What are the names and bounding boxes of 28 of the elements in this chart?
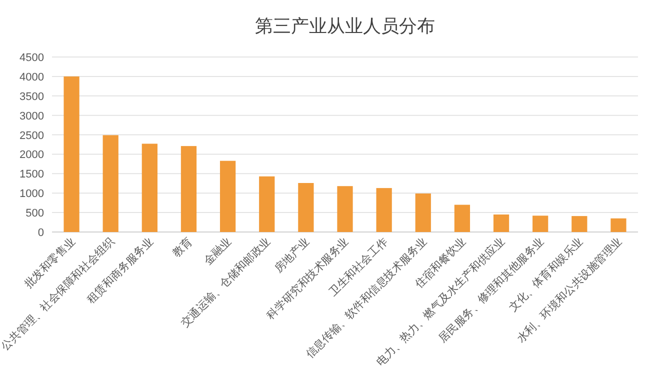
y-tick-label: 2000 <box>20 149 44 162</box>
y-tick-label: 1500 <box>20 168 44 181</box>
y-tick-label: 4000 <box>20 71 44 84</box>
y-tick-label: 1000 <box>20 188 44 200</box>
bar <box>532 216 548 232</box>
bar <box>102 135 118 232</box>
y-tick-label: 4500 <box>20 52 44 64</box>
bar <box>610 218 626 232</box>
y-tick-label: 3000 <box>20 110 44 122</box>
bar <box>142 144 158 232</box>
x-tick-label: 金融业 <box>201 234 234 268</box>
bar <box>493 214 510 232</box>
bar <box>337 186 353 232</box>
bar <box>298 183 314 232</box>
bar <box>180 146 197 232</box>
bar <box>572 216 588 232</box>
x-tick-label: 教育 <box>170 234 195 260</box>
chart-title: 第三产业从业人员分布 <box>255 16 435 36</box>
bar <box>376 188 392 232</box>
y-tick-label: 2500 <box>20 130 44 142</box>
y-tick-label: 0 <box>38 227 44 239</box>
bar <box>64 76 80 232</box>
bar <box>220 160 236 232</box>
bar <box>454 204 470 232</box>
y-tick-label: 500 <box>26 208 44 220</box>
bar <box>415 194 431 232</box>
y-tick-label: 3500 <box>20 90 44 103</box>
bar <box>259 176 275 232</box>
